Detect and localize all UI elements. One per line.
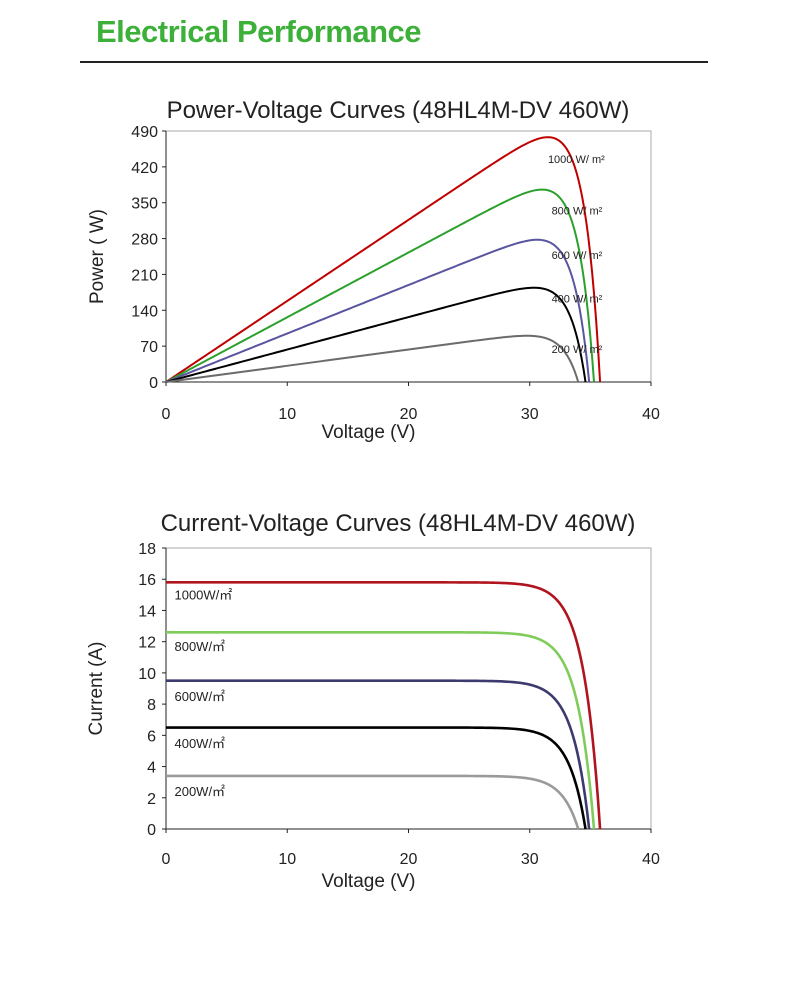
x-tick-label: 40 [642, 851, 660, 868]
y-tick-label: 12 [138, 635, 156, 652]
chart-title: Power-Voltage Curves (48HL4M-DV 460W) [167, 97, 630, 124]
x-tick-label: 0 [162, 406, 171, 423]
x-tick-label: 30 [521, 851, 539, 868]
series-label: 400 W/ m² [552, 294, 603, 306]
series-label: 200 W/ m² [552, 344, 603, 356]
series-line [165, 334, 580, 383]
current-voltage-chart: Current-Voltage Curves (48HL4M-DV 460W) 0… [86, 510, 660, 892]
y-tick-label: 16 [138, 572, 156, 589]
x-axis-label: Voltage (V) [322, 422, 416, 443]
y-tick-label: 140 [131, 303, 158, 320]
y-tick-label: 210 [131, 267, 158, 284]
series-label: 1000W/㎡ [174, 588, 232, 603]
series-line [165, 136, 602, 383]
y-tick-label: 14 [138, 603, 156, 620]
plot-frame [165, 547, 652, 830]
y-tick-label: 10 [138, 666, 156, 683]
x-tick-label: 30 [521, 406, 539, 423]
y-tick-label: 0 [147, 822, 156, 839]
page-title: Electrical Performance [96, 14, 422, 49]
y-tick-label: 2 [147, 791, 156, 808]
x-axis-label: Voltage (V) [322, 871, 416, 892]
series-line [166, 726, 587, 830]
y-tick-label: 420 [131, 160, 158, 177]
y-axis-label: Current (A) [86, 642, 107, 736]
y-tick-label: 6 [147, 728, 156, 745]
y-tick-label: 18 [138, 541, 156, 558]
series-label: 600W/㎡ [174, 689, 225, 704]
series-label: 600 W/ m² [552, 250, 603, 262]
series-label: 200W/㎡ [174, 784, 225, 799]
x-tick-label: 0 [162, 851, 171, 868]
x-tick-label: 10 [278, 406, 296, 423]
series-line [166, 679, 591, 830]
series-line [165, 238, 591, 383]
series-line [166, 630, 596, 830]
y-tick-label: 8 [147, 697, 156, 714]
series-label: 400W/㎡ [174, 736, 225, 751]
y-tick-label: 70 [140, 339, 158, 356]
y-axis-label: Power ( W) [87, 209, 108, 304]
x-tick-label: 40 [642, 406, 660, 423]
series-label: 1000 W/ m² [548, 154, 605, 166]
power-voltage-chart: Power-Voltage Curves (48HL4M-DV 460W) 0 70… [87, 97, 660, 443]
x-tick-label: 20 [400, 406, 418, 423]
series-label: 800W/㎡ [174, 639, 225, 654]
y-tick-label: 350 [131, 196, 158, 213]
title-divider [80, 61, 708, 63]
y-tick-label: 280 [131, 232, 158, 249]
y-tick-label: 0 [149, 375, 158, 392]
x-tick-label: 10 [278, 851, 296, 868]
series-label: 800 W/ m² [552, 205, 603, 217]
chart-title: Current-Voltage Curves (48HL4M-DV 460W) [161, 510, 636, 537]
series-line [165, 286, 587, 383]
y-tick-label: 490 [131, 124, 158, 141]
series-line [165, 188, 596, 383]
series-line [166, 774, 580, 830]
y-tick-label: 4 [147, 760, 156, 777]
series-line [166, 581, 602, 830]
x-tick-label: 20 [400, 851, 418, 868]
